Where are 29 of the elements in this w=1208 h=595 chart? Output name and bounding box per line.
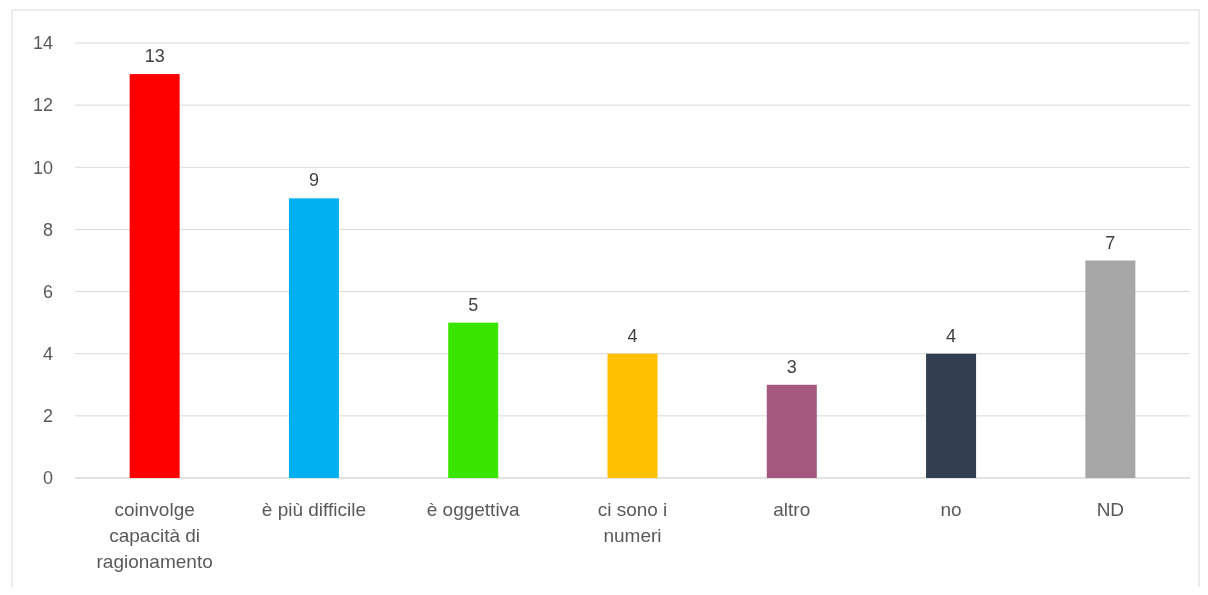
data-label: 9 <box>308 170 319 191</box>
y-tick-label: 8 <box>42 219 53 240</box>
y-tick-label: 2 <box>42 406 53 427</box>
data-label: 4 <box>946 325 957 346</box>
y-tick-label: 4 <box>42 344 53 365</box>
bar <box>288 198 339 478</box>
y-tick-label: 10 <box>32 157 53 178</box>
bar <box>448 322 499 478</box>
bar <box>607 353 658 478</box>
x-tick-label: ci sono i numeri <box>597 499 668 546</box>
data-label: 3 <box>786 356 797 377</box>
y-tick-label: 14 <box>32 33 53 54</box>
bar <box>1085 260 1136 478</box>
y-tick-label: 6 <box>42 281 53 302</box>
bar <box>129 74 180 478</box>
bar <box>766 384 817 478</box>
x-tick-label: altro <box>773 499 811 520</box>
x-tick-label: è oggettiva <box>426 499 521 520</box>
data-label: 4 <box>627 325 638 346</box>
data-label: 7 <box>1105 232 1116 253</box>
bar <box>926 353 977 478</box>
y-tick-label: 12 <box>32 95 53 116</box>
x-tick-label: è più difficile <box>261 499 367 520</box>
x-tick-label: no <box>940 499 962 520</box>
x-tick-label: coinvolge capacità di ragionamento <box>96 499 213 572</box>
y-tick-label: 0 <box>42 468 53 489</box>
data-label: 13 <box>144 46 165 67</box>
data-label: 5 <box>468 294 479 315</box>
x-tick-label: ND <box>1096 499 1125 520</box>
